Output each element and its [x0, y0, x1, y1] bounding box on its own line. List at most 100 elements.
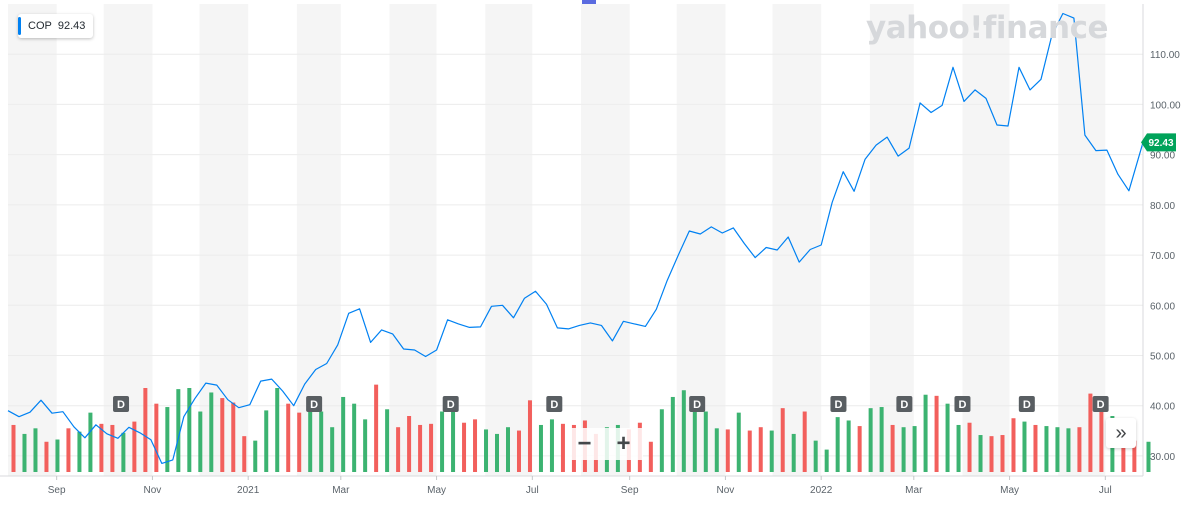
volume-bar: [88, 412, 93, 472]
x-tick-label: Sep: [48, 485, 66, 496]
volume-bar: [835, 417, 840, 472]
volume-bar: [813, 440, 818, 472]
dividend-marker[interactable]: D: [954, 396, 971, 412]
volume-bar: [209, 392, 214, 472]
dividend-marker-box: [830, 396, 847, 412]
volume-bar: [440, 411, 445, 472]
volume-bar: [1011, 418, 1016, 472]
volume-bar: [198, 411, 203, 472]
dividend-marker[interactable]: D: [1092, 396, 1109, 412]
dividend-marker[interactable]: D: [113, 396, 130, 412]
price-line[interactable]: [7, 12, 1144, 464]
volume-bar: [132, 421, 137, 472]
y-tick-label: 40.00: [1150, 402, 1175, 413]
x-tick-label: May: [1000, 485, 1019, 496]
dividend-marker-box: [113, 396, 130, 412]
volume-bar: [143, 388, 148, 472]
volume-bar: [55, 439, 60, 472]
volume-bar: [934, 395, 939, 472]
volume-bar: [1146, 441, 1151, 472]
volume-bar: [231, 402, 236, 472]
dividend-marker[interactable]: D: [689, 396, 706, 412]
y-tick-label: 80.00: [1150, 201, 1175, 212]
volume-bar: [1066, 428, 1071, 472]
dividend-marker-label: D: [834, 399, 842, 411]
volume-bar: [802, 411, 807, 472]
yahoo-finance-logo: yahoo!finance: [866, 10, 1109, 46]
y-tick-label: 50.00: [1150, 351, 1175, 362]
dividend-marker-box: [896, 396, 913, 412]
dividend-marker-label: D: [693, 399, 701, 411]
volume-bar: [747, 430, 752, 472]
volume-bar: [681, 390, 686, 472]
volume-bar: [857, 426, 862, 472]
dividend-marker[interactable]: D: [1018, 396, 1035, 412]
dividend-marker-box: [306, 396, 323, 412]
volume-bar: [692, 399, 697, 472]
x-tick-label: 2022: [810, 485, 833, 496]
volume-bar: [505, 427, 510, 472]
dividend-marker[interactable]: D: [442, 396, 459, 412]
volume-bar: [330, 427, 335, 472]
volume-bar: [780, 408, 785, 472]
y-tick-label: 90.00: [1150, 151, 1175, 162]
dividend-marker-box: [442, 396, 459, 412]
legend-value: 92.43: [57, 20, 86, 32]
volume-bar: [758, 427, 763, 472]
legend-badge[interactable]: COP 92.43: [18, 14, 94, 38]
dividend-marker-label: D: [117, 399, 125, 411]
volume-bar: [901, 427, 906, 472]
volume-bar: [308, 409, 313, 472]
volume-bar: [670, 396, 675, 472]
x-tick-label: Mar: [905, 485, 923, 496]
zoom-in-button[interactable]: +: [616, 430, 631, 457]
month-band: [580, 4, 630, 476]
y-tick-label: 60.00: [1150, 301, 1175, 312]
x-tick-label: Nov: [717, 485, 735, 496]
volume-bar: [451, 407, 456, 472]
range-handle[interactable]: [582, 0, 596, 4]
volume-bar: [264, 410, 269, 472]
volume-bar: [462, 422, 467, 472]
volume-bar: [66, 428, 71, 472]
dividend-marker[interactable]: D: [830, 396, 847, 412]
volume-bar: [703, 411, 708, 472]
dividend-marker[interactable]: D: [896, 396, 913, 412]
series-color-swatch: [18, 17, 21, 35]
volume-bar: [725, 429, 730, 472]
volume-bar: [1044, 426, 1049, 472]
dividend-marker-label: D: [1097, 399, 1105, 411]
volume-bar: [33, 428, 38, 472]
volume-bar: [868, 408, 873, 472]
volume-bar: [736, 412, 741, 472]
volume-bar: [879, 407, 884, 472]
dividend-marker-label: D: [550, 399, 558, 411]
volume-bar: [1121, 440, 1126, 472]
scroll-right-button[interactable]: »: [1106, 418, 1136, 448]
volume-bar: [275, 388, 280, 472]
dividend-marker-box: [1018, 396, 1035, 412]
month-band: [389, 4, 437, 476]
zoom-out-button[interactable]: −: [577, 430, 592, 457]
dividend-marker[interactable]: D: [306, 396, 323, 412]
volume-bar: [956, 424, 961, 472]
volume-bar: [22, 433, 27, 472]
volume-bar: [912, 426, 917, 472]
volume-bar: [1132, 440, 1137, 472]
dividend-marker[interactable]: D: [546, 396, 563, 412]
volume-bar: [989, 436, 994, 472]
volume-bar: [495, 433, 500, 472]
dividend-marker-label: D: [958, 399, 966, 411]
volume-bar: [352, 403, 357, 472]
volume-bar: [791, 433, 796, 472]
x-tick-label: 2021: [237, 485, 260, 496]
dividend-marker-label: D: [447, 399, 455, 411]
volume-bar: [220, 398, 225, 472]
volume-bar: [1077, 427, 1082, 472]
legend-symbol: COP: [28, 20, 52, 32]
volume-bar: [846, 420, 851, 472]
volume-bar: [418, 424, 423, 472]
volume-bar: [1022, 421, 1027, 472]
